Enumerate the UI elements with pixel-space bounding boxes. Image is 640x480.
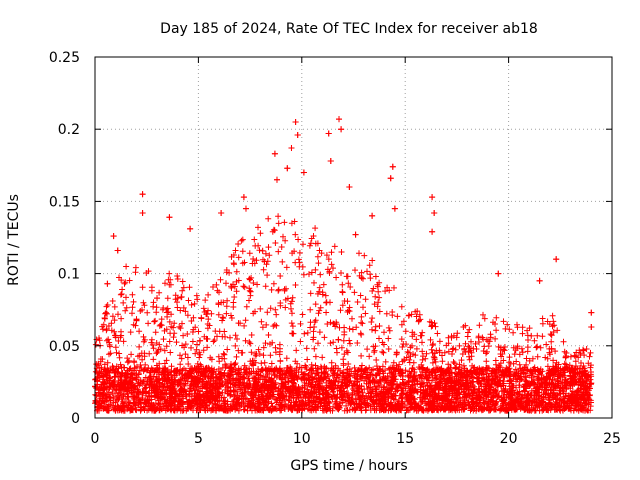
roti-peak-point bbox=[495, 270, 502, 277]
roti-peak-point bbox=[346, 183, 353, 190]
roti-peak-point bbox=[294, 131, 301, 138]
roti-peak-point bbox=[389, 163, 396, 170]
roti-peak-point bbox=[325, 130, 332, 137]
y-tick-label: 0.05 bbox=[49, 339, 80, 355]
data-points bbox=[92, 116, 595, 414]
y-tick-label: 0 bbox=[71, 411, 80, 427]
roti-peak-point bbox=[271, 150, 278, 157]
x-tick-label: 25 bbox=[603, 431, 621, 447]
roti-peak-point bbox=[429, 228, 436, 235]
roti-peak-point bbox=[352, 231, 359, 238]
roti-peak-point bbox=[154, 295, 161, 302]
x-tick-label: 20 bbox=[500, 431, 518, 447]
roti-peak-point bbox=[431, 209, 438, 216]
roti-peak-point bbox=[588, 324, 595, 331]
roti-peak-point bbox=[273, 176, 280, 183]
y-tick-label: 0.1 bbox=[58, 267, 80, 283]
roti-peak-point bbox=[336, 116, 343, 123]
roti-peak-point bbox=[292, 118, 299, 125]
x-tick-label: 0 bbox=[91, 431, 100, 447]
plot-frame bbox=[94, 56, 613, 419]
y-tick-label: 0.2 bbox=[58, 122, 80, 138]
roti-peak-point bbox=[338, 126, 345, 133]
roti-peak-point bbox=[139, 191, 146, 198]
roti-peak-point bbox=[327, 157, 334, 164]
roti-peak-point bbox=[114, 247, 121, 254]
roti-peak-point bbox=[536, 277, 543, 284]
axis-ticks bbox=[94, 56, 613, 419]
roti-peak-point bbox=[166, 214, 173, 221]
roti-peak-point bbox=[300, 169, 307, 176]
x-tick-label: 15 bbox=[396, 431, 414, 447]
chart-title: Day 185 of 2024, Rate Of TEC Index for r… bbox=[160, 21, 538, 37]
y-tick-label: 0.25 bbox=[49, 50, 80, 66]
x-tick-label: 10 bbox=[293, 431, 311, 447]
y-tick-label: 0.15 bbox=[49, 194, 80, 210]
roti-peak-point bbox=[139, 209, 146, 216]
roti-peak-point bbox=[187, 225, 194, 232]
roti-peak-point bbox=[218, 209, 225, 216]
roti-peak-point bbox=[429, 194, 436, 201]
roti-peak-point bbox=[588, 309, 595, 316]
roti-peak-point bbox=[110, 233, 117, 240]
x-axis-label: GPS time / hours bbox=[290, 458, 407, 474]
roti-peak-point bbox=[553, 256, 560, 263]
x-tick-labels: 0 5 10 15 20 25 bbox=[91, 431, 621, 447]
roti-peak-point bbox=[104, 280, 111, 287]
roti-points bbox=[92, 116, 595, 414]
roti-peak-point bbox=[284, 165, 291, 172]
roti-peak-point bbox=[288, 144, 295, 151]
roti-peak-point bbox=[391, 205, 398, 212]
y-axis-label: ROTI / TECUs bbox=[6, 194, 22, 286]
roti-peak-point bbox=[240, 194, 247, 201]
x-tick-label: 5 bbox=[194, 431, 203, 447]
y-tick-labels: 0 0.05 0.1 0.15 0.2 0.25 bbox=[49, 50, 80, 427]
roti-peak-point bbox=[387, 175, 394, 182]
roti-peak-point bbox=[242, 205, 249, 212]
roti-peak-point bbox=[369, 212, 376, 219]
